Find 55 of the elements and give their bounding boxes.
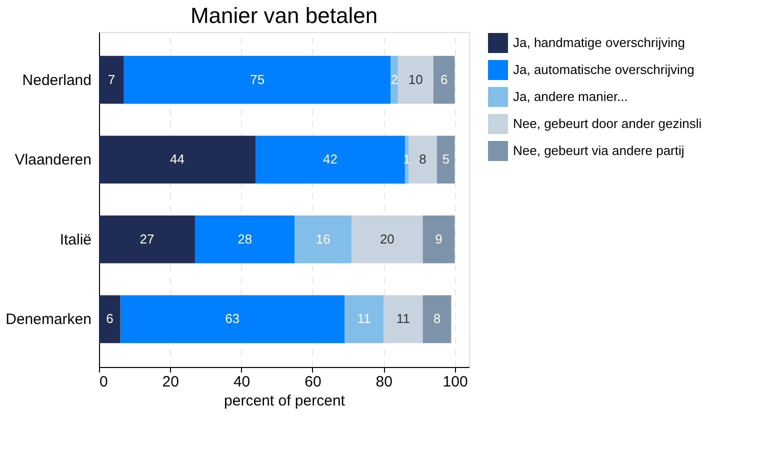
data-label: 7 [108,72,116,87]
bar [436,136,455,184]
data-label: 63 [225,311,240,326]
data-label: 8 [433,311,441,326]
data-label: 6 [106,311,114,326]
legend-label: Nee, gebeurt via andere partij [513,143,684,158]
bar [294,215,352,264]
data-label: 6 [440,72,448,87]
bar [99,215,196,264]
y-tick-label: Vlaanderen [14,152,92,169]
legend-label: Ja, andere manier... [513,89,628,104]
data-label: 75 [250,72,265,87]
bar [398,56,434,104]
bar [124,56,391,104]
data-label: 11 [357,311,371,326]
bar [352,215,423,264]
data-label: 20 [380,231,394,246]
bar [120,295,344,344]
y-tick-label: Italië [60,231,92,248]
data-label: 16 [316,231,330,246]
legend-label: Ja, handmatige overschrijving [513,35,685,50]
bar [256,136,405,184]
x-tick-label: 100 [442,374,468,390]
data-label: 42 [323,152,338,167]
x-tick-label: 40 [233,374,250,390]
bar [344,295,384,344]
data-label: 5 [442,152,450,167]
bar [384,295,423,344]
bar [99,136,256,184]
x-tick-label: 60 [304,374,322,390]
data-label: 10 [408,72,423,87]
data-label: 9 [435,231,442,246]
y-tick-label: Nederland [22,72,92,89]
y-tick-label: Denemarken [6,311,92,328]
bar [422,295,452,344]
data-label: 11 [396,311,410,326]
bar [408,136,437,184]
data-label: 44 [170,152,185,167]
bar [390,56,398,104]
x-tick-label: 80 [376,374,392,390]
x-tick-label: 0 [100,374,108,390]
data-label: 27 [140,231,154,246]
data-label: 28 [238,231,252,246]
data-label: 2 [390,72,398,87]
bar [99,56,124,104]
legend-label: Ja, automatische overschrijving [513,62,694,77]
legend-label: Nee, gebeurt door ander gezinsli [513,116,702,131]
bar [433,56,455,104]
data-label: 8 [419,152,426,167]
bar [195,215,295,264]
chart-title: Manier van betalen [190,3,378,28]
x-tick-label: 20 [162,374,179,390]
x-axis-title: percent of percent [224,392,346,410]
bar [99,295,120,344]
bar [422,215,455,264]
